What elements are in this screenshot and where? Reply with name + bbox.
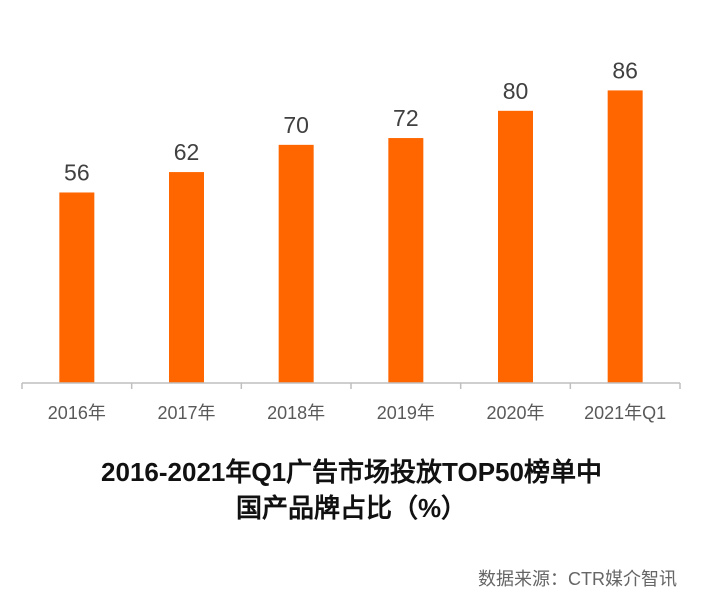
bar [169, 172, 204, 383]
x-axis-tick-label: 2019年 [377, 403, 435, 423]
bars-group [59, 90, 643, 384]
bar-value-label: 80 [503, 78, 529, 104]
bar-value-label: 62 [174, 139, 200, 165]
bar [278, 144, 314, 383]
bar-value-label: 56 [64, 159, 90, 185]
bar [388, 138, 424, 383]
bar [607, 90, 643, 384]
bar-value-label: 72 [393, 105, 419, 131]
x-axis-tick-label: 2020年 [486, 403, 544, 423]
value-labels-group: 56 62 70 72 80 86 [64, 57, 638, 185]
x-axis-tick-label: 2017年 [157, 403, 215, 423]
bar-value-label: 86 [612, 57, 638, 83]
chart-title-line-2: 国产品牌占比（%） [235, 493, 468, 523]
x-axis-ticks [21, 383, 681, 389]
data-source-note: 数据来源：CTR媒介智讯 [478, 569, 677, 589]
x-axis-tick-label: 2018年 [267, 403, 325, 423]
bar [498, 110, 533, 384]
chart-title-line-1: 2016-2021年Q1广告市场投放TOP50榜单中 [101, 457, 602, 487]
bar-value-label: 70 [283, 112, 309, 138]
x-axis-tick-label: 2021年Q1 [584, 403, 666, 423]
x-axis-tick-label: 2016年 [48, 403, 106, 423]
x-axis-tick-labels: 2016年 2017年 2018年 2019年 2020年 2021年Q1 [48, 403, 666, 423]
bar [59, 192, 95, 383]
